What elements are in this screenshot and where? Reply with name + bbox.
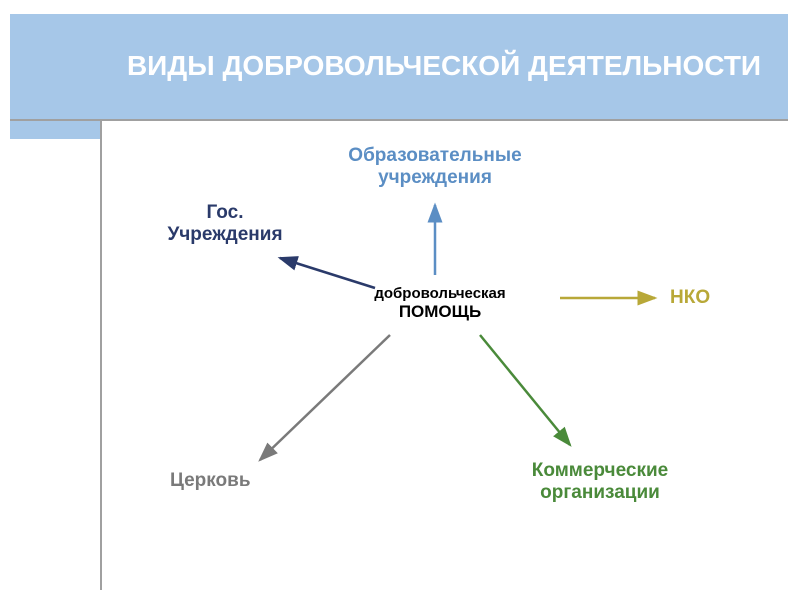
node-bottomright-line1: Коммерческие [490,460,710,482]
node-top-line1: Образовательные [305,145,565,167]
arrow-bottomright [480,335,570,445]
node-top: Образовательные учреждения [305,145,565,189]
center-label-line1: добровольческая [340,285,540,302]
header-bar: ВИДЫ ДОБРОВОЛЬЧЕСКОЙ ДЕЯТЕЛЬНОСТИ [100,14,788,119]
node-bottomright: Коммерческие организации [490,460,710,504]
page-title: ВИДЫ ДОБРОВОЛЬЧЕСКОЙ ДЕЯТЕЛЬНОСТИ [127,48,761,84]
node-right: НКО [670,287,710,309]
arrow-bottomleft [260,335,390,460]
center-label-line2: ПОМОЩЬ [340,302,540,322]
diagram-area: добровольческая ПОМОЩЬ Образовательные у… [100,130,788,590]
node-topleft: Гос. Учреждения [140,202,310,246]
node-topleft-line2: Учреждения [140,224,310,246]
node-bottomleft: Церковь [170,470,251,492]
arrow-topleft [280,258,375,288]
node-bottomright-line2: организации [490,482,710,504]
node-topleft-line1: Гос. [140,202,310,224]
node-top-line2: учреждения [305,167,565,189]
arrow-layer [100,130,788,590]
frame-top-line [10,119,788,121]
center-node: добровольческая ПОМОЩЬ [340,285,540,322]
